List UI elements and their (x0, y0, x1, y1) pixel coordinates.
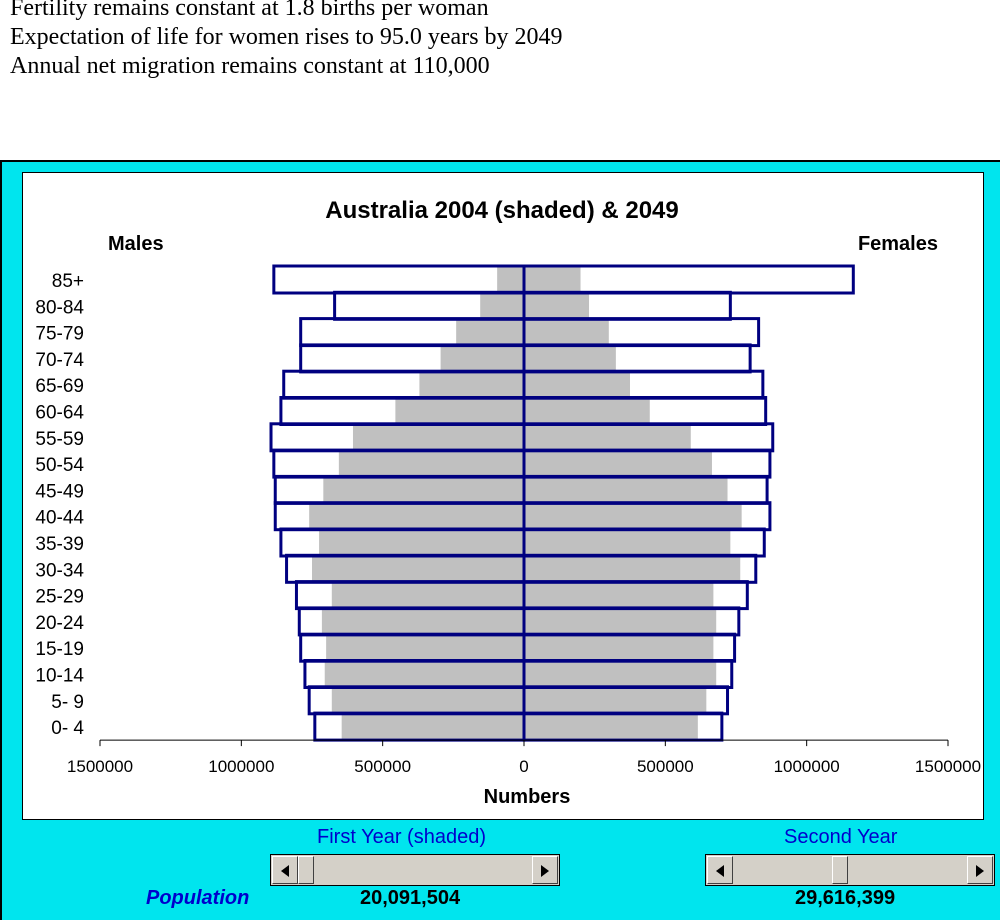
bar-2004-male-55-59 (352, 423, 524, 451)
age-label-45-49: 45-49 (35, 481, 84, 502)
age-label-75-79: 75-79 (35, 324, 84, 345)
bar-2004-male-50-54 (338, 450, 524, 478)
age-group-labels: 85+ 80-84 75-79 70-74 65-69 60-64 55-59 50-54 45… (35, 271, 84, 739)
bar-2004-female-15-19 (524, 634, 714, 662)
second-year-scroll-right-button[interactable] (967, 856, 993, 884)
bar-2004-male-65-69 (419, 371, 524, 399)
age-label-65-69: 65-69 (35, 376, 84, 397)
chart-title: Australia 2004 (shaded) & 2049 (325, 197, 679, 224)
bar-2004-female-25-29 (524, 581, 714, 609)
second-year-label: Second Year (784, 826, 898, 848)
x-tick-label: 1500000 (67, 757, 133, 776)
bar-2004-male-60-64 (395, 397, 524, 425)
bar-2004-female-0-4 (524, 713, 698, 741)
x-tick-label: 1000000 (208, 757, 274, 776)
age-label-70-74: 70-74 (35, 350, 84, 371)
left-arrow-icon (716, 865, 724, 877)
left-arrow-icon (281, 865, 289, 877)
age-label-50-54: 50-54 (35, 455, 84, 476)
first-year-scrollbar[interactable] (270, 854, 560, 886)
bar-2004-male-40-44 (309, 502, 524, 530)
x-tick-label: 0 (519, 757, 528, 776)
bar-2004-male-45-49 (323, 476, 524, 504)
x-tick-label: 1500000 (915, 757, 981, 776)
bar-2004-female-85+ (524, 266, 581, 293)
bar-2004-male-20-24 (321, 607, 524, 635)
first-year-slider-thumb[interactable] (298, 856, 314, 884)
assumption-life-expectancy: Expectation of life for women rises to 9… (10, 24, 563, 50)
bar-2004-female-80-84 (524, 292, 590, 320)
bar-2004-male-85+ (497, 266, 524, 293)
bar-2004-female-45-49 (524, 476, 728, 504)
bar-2004-female-35-39 (524, 529, 731, 556)
assumptions-text: Fertility remains constant at 1.8 births… (10, 0, 563, 81)
age-label-85+: 85+ (52, 271, 84, 292)
bar-2004-female-65-69 (524, 371, 630, 399)
age-label-40-44: 40-44 (35, 508, 84, 529)
first-year-scroll-left-button[interactable] (272, 856, 298, 884)
bar-2004-female-30-34 (524, 555, 741, 583)
age-label-60-64: 60-64 (35, 403, 84, 424)
population-label: Population (146, 887, 250, 909)
bar-2004-female-20-24 (524, 607, 717, 635)
age-label-10-14: 10-14 (35, 666, 84, 687)
bar-2004-male-5-9 (331, 686, 524, 714)
second-year-scrollbar[interactable] (705, 854, 995, 886)
bar-2004-female-50-54 (524, 450, 712, 478)
age-label-20-24: 20-24 (35, 613, 84, 634)
x-axis-label: Numbers (484, 786, 571, 808)
age-label-15-19: 15-19 (35, 639, 84, 660)
bar-2004-female-5-9 (524, 686, 707, 714)
right-arrow-icon (976, 865, 984, 877)
age-label-30-34: 30-34 (35, 560, 84, 581)
bar-2004-male-70-74 (440, 344, 524, 372)
x-tick-label: 1000000 (774, 757, 840, 776)
bar-2004-male-80-84 (480, 292, 524, 320)
age-label-55-59: 55-59 (35, 429, 84, 450)
bar-2004-female-70-74 (524, 344, 616, 372)
assumption-migration: Annual net migration remains constant at… (10, 53, 490, 79)
bar-2004-male-30-34 (312, 555, 524, 583)
age-label-5-9: 5- 9 (51, 692, 84, 713)
second-year-population: 29,616,399 (795, 887, 896, 909)
age-label-25-29: 25-29 (35, 587, 84, 608)
x-tick-label: 500000 (637, 757, 694, 776)
age-label-80-84: 80-84 (35, 297, 84, 318)
first-year-population: 20,091,504 (360, 887, 461, 909)
bar-2004-male-25-29 (331, 581, 524, 609)
bar-2004-female-60-64 (524, 397, 650, 425)
bar-2004-female-75-79 (524, 318, 609, 346)
age-label-0-4: 0- 4 (51, 718, 84, 739)
bar-2004-male-0-4 (341, 713, 524, 741)
bar-2004-male-10-14 (324, 660, 524, 688)
bar-2004-female-40-44 (524, 502, 742, 530)
second-year-slider-thumb[interactable] (832, 856, 848, 884)
bar-2004-male-35-39 (319, 529, 524, 556)
first-year-label: First Year (shaded) (317, 826, 486, 848)
assumption-fertility: Fertility remains constant at 1.8 births… (10, 0, 489, 21)
x-axis-ticks: 1500000 1000000 500000 0 500000 1000000 150000… (67, 740, 981, 776)
bar-2004-male-15-19 (326, 634, 524, 662)
x-tick-label: 500000 (354, 757, 411, 776)
age-label-35-39: 35-39 (35, 534, 84, 555)
bar-2049-male-85+ (272, 264, 526, 295)
right-arrow-icon (541, 865, 549, 877)
males-label: Males (108, 233, 164, 255)
bar-2004-female-10-14 (524, 660, 717, 688)
females-label: Females (858, 233, 938, 255)
bars-group (100, 264, 948, 742)
second-year-scroll-left-button[interactable] (707, 856, 733, 884)
bar-2004-female-55-59 (524, 423, 691, 451)
first-year-scroll-right-button[interactable] (532, 856, 558, 884)
bar-2004-male-75-79 (456, 318, 524, 346)
